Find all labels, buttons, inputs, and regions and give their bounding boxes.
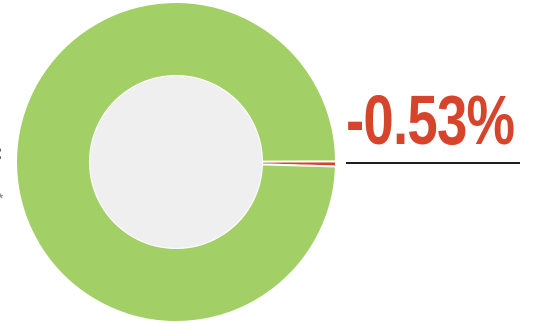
change-percentage-label: -0.53% (346, 81, 515, 159)
donut-center (90, 76, 262, 248)
cropped-text-asterisk: * (0, 190, 3, 206)
label-underline (346, 162, 520, 164)
cropped-text-colon: : (0, 142, 3, 165)
